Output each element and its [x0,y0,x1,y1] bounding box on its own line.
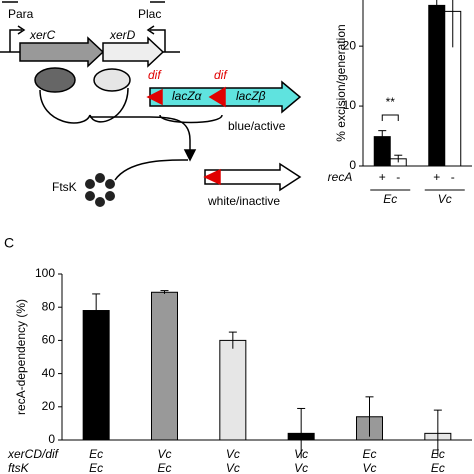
row-label: ftsK [8,461,30,474]
label: Plac [138,7,161,21]
label: Para [8,7,34,21]
y-tick-label: 40 [42,366,56,380]
x-tick-label-2: Ec [431,461,445,474]
x-tick-label: Vc [294,447,308,461]
gene-label: lacZβ [236,89,266,103]
arrow-head [183,149,197,162]
ftsk-arrow [114,159,189,181]
xerd-protein [93,68,131,92]
bar [428,4,446,167]
arrow-line [90,116,191,156]
significance-bracket [381,114,399,122]
row-label: xerCD/dif [7,447,60,461]
dif-label: dif [214,68,228,82]
x-tick-label-2: Vc [362,461,376,474]
gene-label: xerC [29,28,56,42]
y-axis-label: recA-dependency (%) [14,299,28,415]
bar [82,310,110,441]
label: white/inactive [207,194,280,208]
dif-site [203,168,221,186]
series-label: + [379,170,386,184]
y-tick-label: 0 [48,432,55,446]
gene-label: xerD [109,28,136,42]
y-tick-label: 0 [349,158,356,172]
x-tick-label-2: Vc [294,461,308,474]
x-tick-label: Vc [226,447,240,461]
x-tick-label: Vc [157,447,171,461]
ftsk-hexamer [85,173,115,207]
gene-label: lacZα [172,89,203,103]
panel-label: C [4,235,14,251]
y-axis-label: % excision/generation [334,24,348,141]
group-label: recA [328,170,353,184]
x-tick-label: Ec [431,447,445,461]
x-tick-label: Vc [438,192,452,206]
xerd-gene [102,36,165,68]
series-label: + [433,170,440,184]
promoter-para [9,29,22,52]
x-tick-label: Ec [362,447,376,461]
promoter-head [146,25,155,35]
promoter-head [17,25,26,35]
annotation: ** [386,95,396,109]
xerc-protein [34,67,76,93]
inactive-gene [204,162,302,192]
y-tick-label: 100 [35,266,55,280]
x-tick-label-2: Ec [157,461,171,474]
x-tick-label: Ec [383,192,397,206]
y-tick-label: 80 [42,299,56,313]
y-tick-label: 20 [42,399,56,413]
series-label: - [451,170,455,184]
label: blue/active [228,119,286,133]
bar [219,339,247,441]
diagram [0,1,302,207]
xerc-gene [19,36,105,68]
label: FtsK [52,180,77,194]
y-tick-label: 20 [343,38,357,52]
x-tick-label: Ec [89,447,103,461]
series-label: - [396,170,400,184]
y-tick-label: 60 [42,333,56,347]
y-tick-label: 10 [343,98,357,112]
complex-curve [39,87,129,124]
promoter-plac [150,29,166,52]
dif-label: dif [148,68,162,82]
dif-site [146,86,226,108]
x-tick-label-2: Vc [226,461,240,474]
bar [151,291,178,441]
x-tick-label-2: Ec [89,461,103,474]
